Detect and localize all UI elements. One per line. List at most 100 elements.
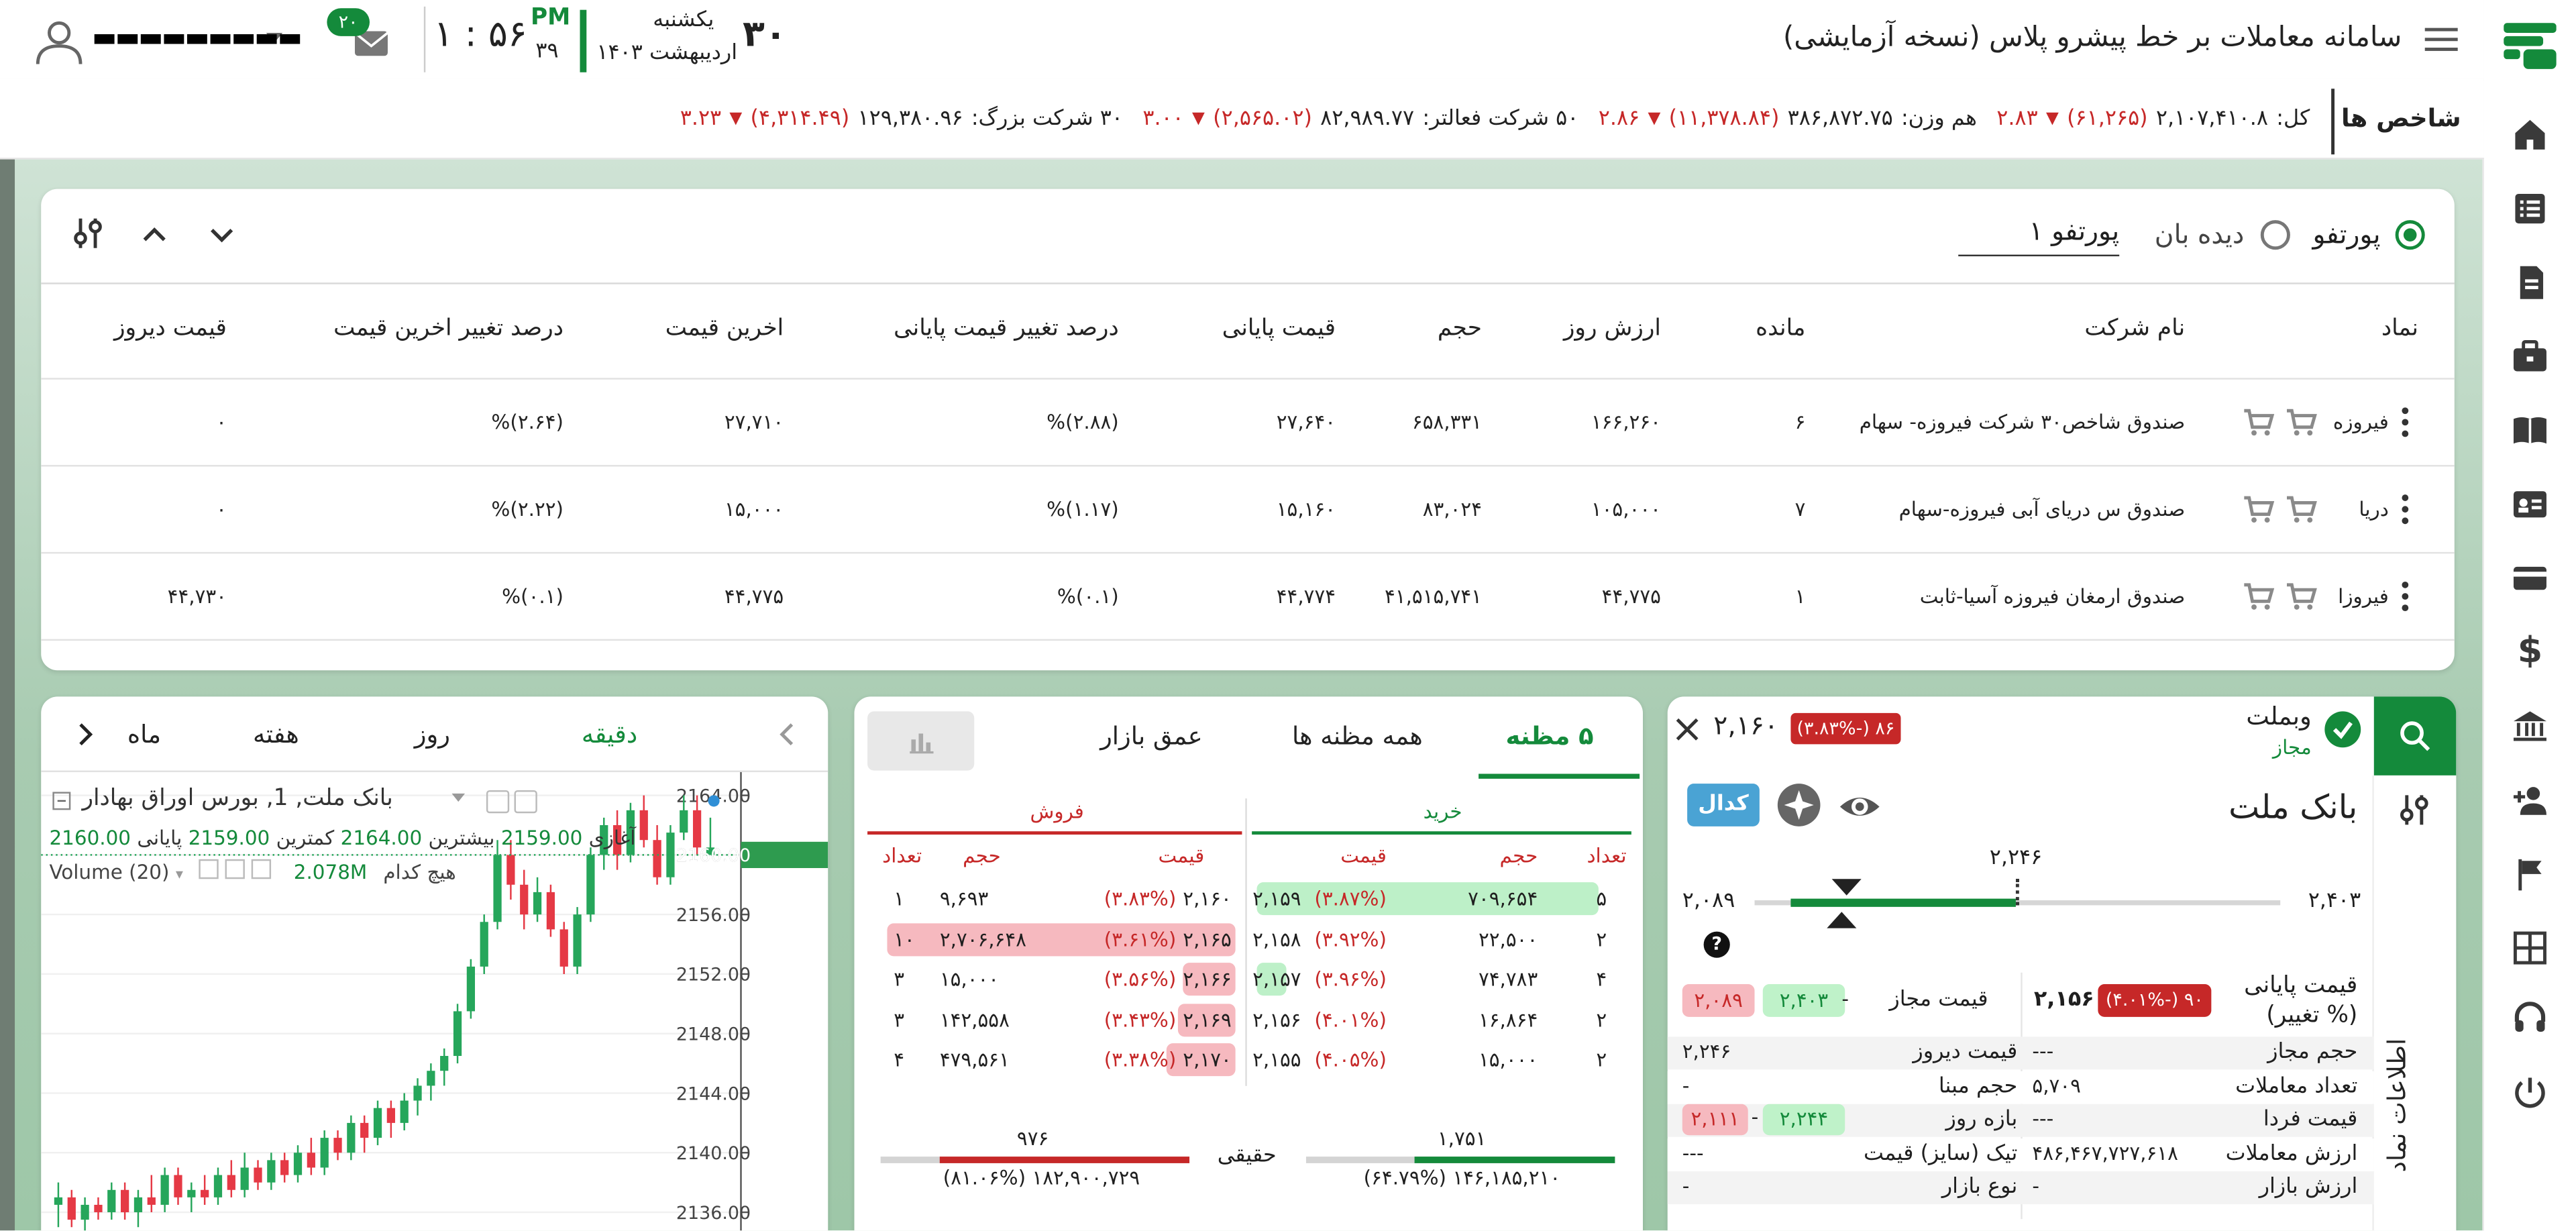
candle[interactable]: [254, 1160, 262, 1190]
add-user-icon[interactable]: [2510, 780, 2550, 820]
candle[interactable]: [600, 817, 608, 870]
column-header[interactable]: اخرین قیمت: [665, 315, 784, 342]
chart-tab[interactable]: دقیقه: [581, 719, 638, 749]
buy-order-row[interactable]: ۴ ۷۴,۷۸۳ (۳.۹۶%) ۲,۱۵۷: [854, 963, 1643, 999]
buy-order-row[interactable]: ۵ ۷۰۹,۶۵۴ (۳.۸۷%) ۲,۱۵۹: [854, 882, 1643, 918]
headset-icon[interactable]: [2510, 999, 2550, 1038]
candle[interactable]: [559, 922, 568, 974]
user-avatar-icon[interactable]: [33, 15, 85, 67]
settings-sliders-icon[interactable]: [2397, 792, 2433, 828]
buy-cart-icon[interactable]: [2286, 407, 2318, 437]
candle[interactable]: [293, 1145, 303, 1183]
book-icon[interactable]: [2510, 411, 2550, 450]
more-options-icon[interactable]: [2402, 494, 2409, 525]
candle[interactable]: [80, 1197, 89, 1231]
candle[interactable]: [373, 1100, 382, 1146]
candlestick-chart[interactable]: 2164.00 2160.00 2156.00 2152.00 2148.00 2144.…: [41, 772, 828, 1231]
candle[interactable]: [133, 1189, 143, 1228]
column-header[interactable]: مانده: [1756, 315, 1806, 342]
candle[interactable]: [307, 1138, 315, 1175]
codal-badge[interactable]: کدال: [1687, 784, 1760, 826]
candle[interactable]: [680, 795, 688, 841]
candle[interactable]: [520, 869, 529, 930]
hamburger-icon[interactable]: [2424, 25, 2458, 51]
candle[interactable]: [706, 817, 715, 855]
column-header[interactable]: نماد: [2381, 315, 2418, 342]
chart-tab[interactable]: روز: [414, 719, 451, 749]
candle[interactable]: [280, 1153, 289, 1183]
candle[interactable]: [612, 810, 622, 870]
search-button[interactable]: [2373, 696, 2457, 775]
chevron-left-icon[interactable]: [775, 721, 798, 747]
left-scroll-strip[interactable]: [0, 78, 15, 1231]
compass-icon[interactable]: [1777, 784, 1821, 826]
column-header[interactable]: حجم: [1437, 315, 1482, 342]
chevron-down-icon[interactable]: [266, 32, 283, 43]
close-icon[interactable]: [251, 859, 271, 879]
candle[interactable]: [267, 1153, 276, 1190]
chevron-down-icon[interactable]: [451, 793, 466, 802]
candle[interactable]: [121, 1182, 129, 1220]
portfolio-select[interactable]: پورتفو ۱: [1958, 212, 2120, 257]
candle[interactable]: [201, 1175, 209, 1205]
close-icon[interactable]: [1674, 716, 1701, 743]
home-icon[interactable]: [2510, 115, 2550, 154]
candle[interactable]: [413, 1078, 422, 1116]
messages-icon[interactable]: [348, 16, 394, 62]
buy-cart-icon[interactable]: [2286, 494, 2318, 524]
candle[interactable]: [506, 840, 515, 900]
dollar-icon[interactable]: $: [2517, 631, 2543, 672]
sell-order-row[interactable]: ۲,۱۶۵ (۳.۶۱%) ۲,۷۰۶,۶۴۸ ۱۰: [854, 922, 1643, 959]
candle[interactable]: [639, 795, 648, 848]
candle[interactable]: [360, 1115, 369, 1153]
eye-icon[interactable]: [1837, 786, 1883, 828]
candle[interactable]: [666, 825, 675, 885]
candle[interactable]: [240, 1153, 249, 1197]
chevron-up-icon[interactable]: [138, 219, 171, 252]
candle[interactable]: [453, 1004, 462, 1064]
candle[interactable]: [107, 1182, 116, 1220]
table-row[interactable]: فیروزا صندوق ارمغان فیروزه آسیا-ثابت ۱ ۴۴,۷…: [41, 553, 2455, 641]
help-icon[interactable]: ?: [1703, 931, 1730, 958]
buy-order-row[interactable]: ۲ ۱۶,۸۶۴ (۴.۰۱%) ۲,۱۵۶: [854, 1003, 1643, 1039]
candle[interactable]: [320, 1130, 329, 1175]
portfolio-radio-label[interactable]: پورتفو: [2312, 218, 2381, 250]
bank-icon[interactable]: [2510, 706, 2550, 746]
candle[interactable]: [54, 1182, 63, 1228]
candle[interactable]: [586, 847, 595, 922]
flag-icon[interactable]: [2510, 854, 2550, 894]
sell-cart-icon[interactable]: [2243, 494, 2275, 524]
orderbook-tab[interactable]: همه مظنه ها: [1291, 721, 1423, 751]
candle[interactable]: [533, 877, 542, 922]
watchlist-radio[interactable]: [2260, 220, 2290, 250]
column-header[interactable]: درصد تغییر اخرین قیمت: [333, 315, 564, 342]
candle[interactable]: [692, 795, 702, 855]
more-options-icon[interactable]: [2402, 581, 2409, 612]
index-item[interactable]: ۵۰ شرکت فعالتر: ۸۲,۹۸۹.۷۷ (۲,۵۶۵.۰۲) ▼ ۳.۰۰: [1142, 106, 1578, 131]
candle[interactable]: [466, 959, 476, 1019]
settings-icon[interactable]: [225, 859, 246, 879]
candle[interactable]: [573, 907, 582, 974]
portfolio-radio[interactable]: [2395, 220, 2425, 250]
candle[interactable]: [147, 1175, 156, 1213]
buy-order-row[interactable]: ۲ ۱۵,۰۰۰ (۴.۰۵%) ۲,۱۵۵: [854, 1043, 1643, 1079]
candle[interactable]: [187, 1182, 196, 1213]
index-item[interactable]: کل: ۲,۱۰۷,۴۱۰.۸ (۶۱,۲۶۵) ▼ ۲.۸۳: [1996, 106, 2310, 131]
candle[interactable]: [94, 1197, 103, 1220]
collapse-icon[interactable]: [52, 792, 71, 810]
chart-toggle-button[interactable]: [867, 711, 975, 771]
index-item[interactable]: ۳۰ شرکت بزرگ: ۱۲۹,۳۸۰.۹۶ (۴,۳۱۴.۴۹) ▼ ۳.۲۳: [680, 106, 1123, 131]
candle[interactable]: [347, 1115, 356, 1161]
candle[interactable]: [480, 914, 488, 974]
candle[interactable]: [213, 1167, 223, 1205]
settings-icon[interactable]: [514, 790, 537, 814]
grid-icon[interactable]: [2510, 928, 2550, 968]
candle[interactable]: [400, 1093, 409, 1130]
candle[interactable]: [546, 884, 555, 937]
table-row[interactable]: فیروزه صندوق شاخص۳۰ شرکت فیروزه- سهام ۶ ۱۶۶…: [41, 380, 2455, 467]
orders-icon[interactable]: [2510, 263, 2550, 303]
briefcase-icon[interactable]: [2510, 337, 2550, 376]
eye-toggle-icon[interactable]: [199, 859, 219, 879]
sell-order-row[interactable]: ۲,۱۶۰ (۳.۸۳%) ۹,۶۹۳ ۱: [854, 882, 1643, 918]
candle[interactable]: [67, 1189, 76, 1228]
